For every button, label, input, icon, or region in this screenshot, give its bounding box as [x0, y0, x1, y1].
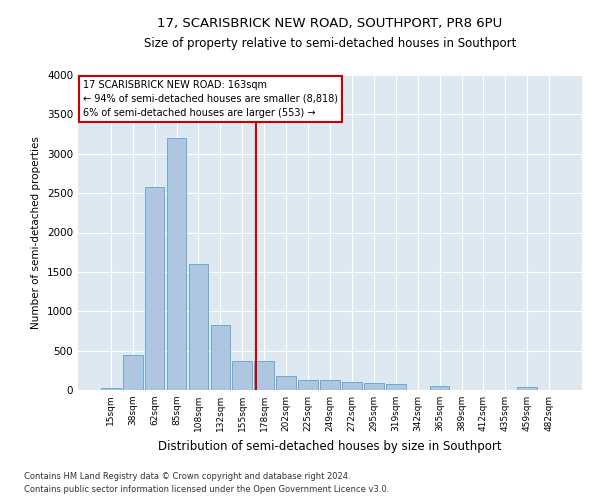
Y-axis label: Number of semi-detached properties: Number of semi-detached properties	[31, 136, 41, 329]
Bar	[167, 138, 187, 390]
X-axis label: Distribution of semi-detached houses by size in Southport: Distribution of semi-detached houses by …	[158, 440, 502, 452]
Bar	[123, 356, 143, 390]
Bar	[517, 387, 537, 390]
Bar	[211, 326, 230, 390]
Bar	[188, 264, 208, 390]
Bar	[342, 382, 362, 390]
Bar	[430, 386, 449, 390]
Bar	[232, 361, 252, 390]
Bar	[386, 384, 406, 390]
Bar	[254, 361, 274, 390]
Text: Contains public sector information licensed under the Open Government Licence v3: Contains public sector information licen…	[24, 485, 389, 494]
Bar	[101, 388, 121, 390]
Bar	[320, 380, 340, 390]
Bar	[364, 384, 384, 390]
Text: Contains HM Land Registry data © Crown copyright and database right 2024.: Contains HM Land Registry data © Crown c…	[24, 472, 350, 481]
Bar	[276, 376, 296, 390]
Text: 17 SCARISBRICK NEW ROAD: 163sqm
← 94% of semi-detached houses are smaller (8,818: 17 SCARISBRICK NEW ROAD: 163sqm ← 94% of…	[83, 80, 338, 118]
Bar	[145, 187, 164, 390]
Text: Size of property relative to semi-detached houses in Southport: Size of property relative to semi-detach…	[144, 38, 516, 51]
Text: 17, SCARISBRICK NEW ROAD, SOUTHPORT, PR8 6PU: 17, SCARISBRICK NEW ROAD, SOUTHPORT, PR8…	[157, 18, 503, 30]
Bar	[298, 380, 318, 390]
